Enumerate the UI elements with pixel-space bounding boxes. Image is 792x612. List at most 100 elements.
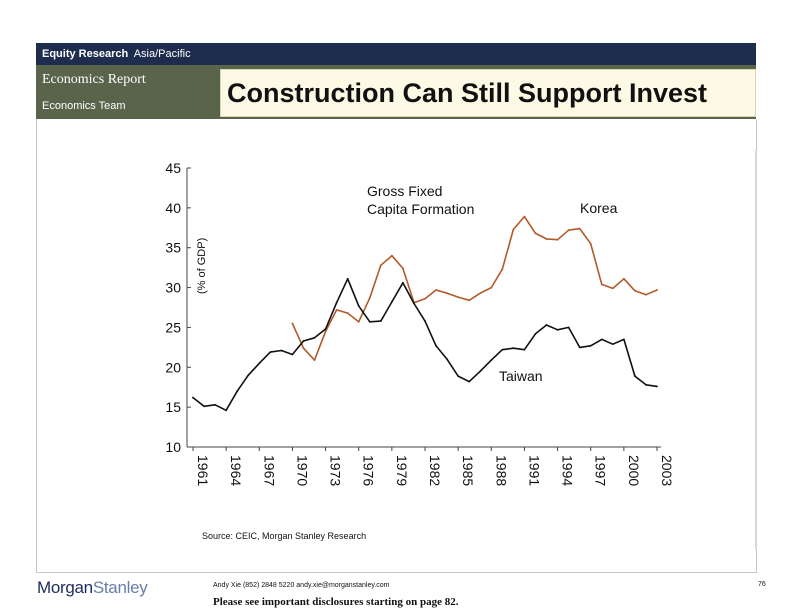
data-point-korea [390, 254, 393, 257]
data-point-taiwan [203, 405, 205, 408]
data-point-korea [634, 289, 636, 292]
data-point-taiwan [346, 277, 349, 280]
page-headline: Construction Can Still Support Invest [227, 78, 708, 108]
data-point-taiwan [457, 375, 460, 377]
data-point-korea [611, 287, 614, 290]
data-point-korea [622, 277, 625, 280]
data-point-taiwan [424, 320, 426, 322]
data-point-taiwan [368, 320, 371, 323]
data-point-korea [600, 283, 603, 286]
data-point-korea [645, 293, 647, 296]
header-bar: Equity Research Asia/Pacific [36, 43, 756, 65]
logo-stanley: Stanley [92, 578, 148, 597]
data-point-taiwan [280, 349, 283, 352]
y-tick-label: 40 [165, 200, 181, 216]
scroll-rule [755, 150, 757, 550]
department-label: Equity Research [42, 48, 129, 60]
x-tick-label: 1973 [328, 455, 344, 486]
chart-title-line: Capita Formation [367, 201, 474, 217]
data-point-taiwan [413, 302, 415, 305]
data-point-korea [523, 215, 526, 218]
team-name: Economics Team [42, 100, 126, 112]
data-point-taiwan [523, 348, 526, 351]
data-point-korea [656, 289, 658, 291]
data-point-taiwan [567, 326, 570, 329]
y-tick-label: 25 [165, 319, 181, 335]
y-tick-label: 20 [165, 359, 181, 375]
y-tick-label: 45 [165, 160, 181, 176]
data-point-taiwan [435, 344, 437, 347]
report-type: Economics Report [42, 72, 146, 87]
data-point-taiwan [645, 383, 647, 386]
data-point-korea [357, 320, 360, 323]
logo-morgan: Morgan [37, 578, 93, 597]
data-point-korea [435, 289, 437, 291]
data-point-korea [490, 286, 493, 289]
data-point-taiwan [258, 362, 261, 365]
data-point-taiwan [600, 338, 603, 341]
data-point-korea [457, 296, 460, 299]
data-point-taiwan [622, 338, 625, 341]
x-tick-label: 1961 [195, 455, 211, 486]
x-tick-label: 1997 [593, 455, 609, 486]
x-tick-label: 1967 [261, 455, 277, 486]
data-point-korea [402, 267, 404, 270]
data-point-korea [446, 292, 448, 295]
analyst-contact: Andy Xie (852) 2848 5220 andy.xie@morgan… [213, 582, 390, 589]
x-tick-label: 1982 [427, 455, 443, 486]
data-point-korea [335, 308, 338, 311]
x-tick-label: 1976 [361, 455, 377, 486]
data-point-korea [424, 297, 426, 300]
data-point-korea [379, 264, 382, 267]
data-point-korea [534, 232, 537, 235]
data-point-taiwan [446, 358, 448, 361]
data-point-korea [512, 228, 515, 231]
data-point-taiwan [192, 396, 194, 399]
data-point-taiwan [236, 390, 239, 393]
data-point-taiwan [656, 385, 658, 388]
data-point-taiwan [247, 374, 250, 377]
data-point-taiwan [611, 343, 614, 346]
data-point-korea [479, 292, 482, 295]
y-tick-label: 10 [165, 439, 181, 455]
data-point-korea [324, 330, 327, 333]
data-point-taiwan [512, 347, 515, 350]
x-tick-label: 1964 [228, 455, 244, 486]
x-tick-label: 1988 [493, 455, 509, 486]
data-point-korea [556, 238, 559, 241]
x-tick-label: 2003 [659, 455, 675, 486]
data-point-korea [468, 299, 471, 302]
data-point-taiwan [379, 320, 382, 322]
series-label-korea: Korea [580, 200, 618, 216]
y-axis-label: (% of GDP) [196, 238, 208, 294]
data-point-taiwan [479, 370, 482, 373]
disclosure-note: Please see important disclosures startin… [213, 596, 459, 608]
data-point-taiwan [545, 324, 548, 326]
data-point-taiwan [534, 332, 537, 335]
data-point-taiwan [291, 353, 294, 356]
x-tick-label: 1985 [460, 455, 476, 486]
x-tick-label: 1970 [294, 455, 310, 486]
data-point-taiwan [556, 328, 559, 331]
x-tick-label: 2000 [626, 455, 642, 486]
morgan-stanley-logo: MorganStanley [37, 578, 148, 598]
source-note: Source: CEIC, Morgan Stanley Research [202, 531, 367, 541]
x-tick-label: 1994 [560, 455, 576, 486]
y-tick-label: 15 [165, 399, 181, 415]
data-point-korea [346, 312, 349, 314]
y-tick-label: 30 [165, 280, 181, 296]
header-title: Equity Research Asia/Pacific [42, 48, 191, 60]
data-point-taiwan [324, 328, 327, 330]
data-point-korea [589, 242, 592, 245]
headline-box: Construction Can Still Support Invest [220, 69, 756, 117]
series-line-korea [291, 215, 658, 361]
data-point-taiwan [390, 301, 393, 303]
data-point-taiwan [214, 403, 216, 406]
data-point-korea [545, 238, 548, 240]
data-point-korea [368, 297, 371, 299]
series-label-taiwan: Taiwan [499, 368, 543, 384]
data-point-taiwan [269, 351, 272, 354]
data-point-korea [501, 268, 504, 271]
data-point-taiwan [357, 305, 360, 307]
